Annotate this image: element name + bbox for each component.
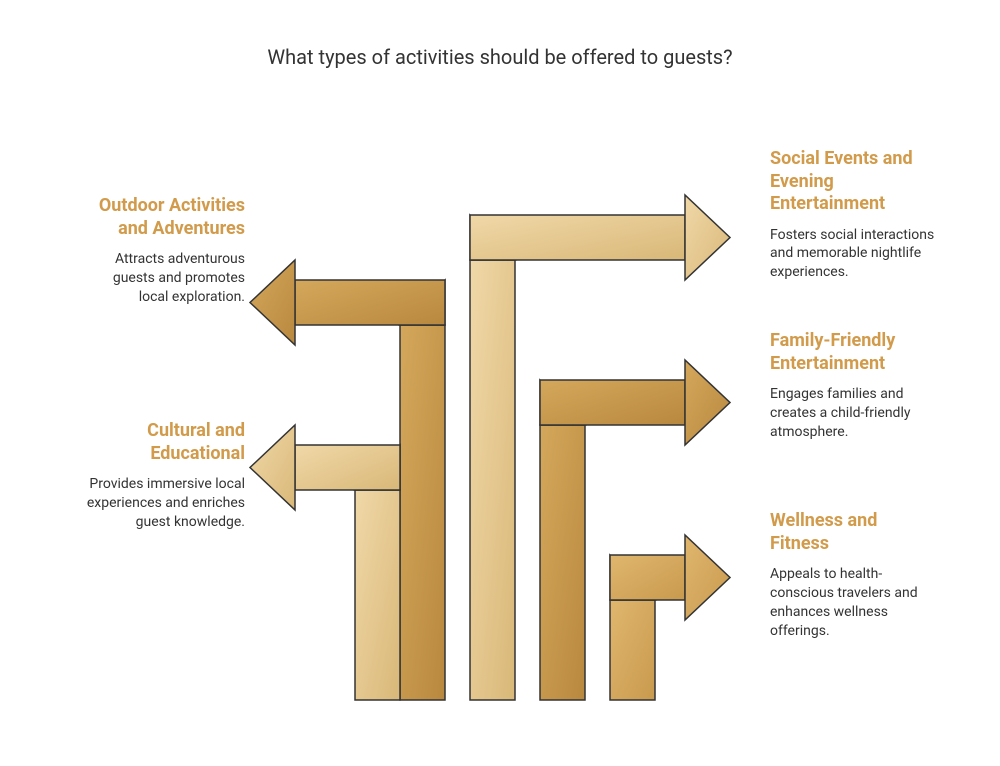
arrow-social — [470, 195, 730, 700]
block-outdoor: Outdoor Activities and Adventures Attrac… — [80, 195, 245, 307]
page-title: What types of activities should be offer… — [0, 45, 1000, 69]
arrow-wellness — [610, 535, 730, 700]
arrow-diagram — [230, 150, 750, 720]
heading-wellness: Wellness and Fitness — [770, 510, 935, 555]
desc-wellness: Appeals to health-conscious travelers an… — [770, 565, 935, 641]
block-social: Social Events and Evening Entertainment … — [770, 148, 935, 282]
desc-outdoor: Attracts adventurous guests and promotes… — [80, 250, 245, 307]
arrow-cultural — [250, 425, 400, 700]
block-family: Family-Friendly Entertainment Engages fa… — [770, 330, 935, 442]
desc-family: Engages families and creates a child-fri… — [770, 385, 935, 442]
desc-cultural: Provides immersive local experiences and… — [80, 475, 245, 532]
heading-outdoor: Outdoor Activities and Adventures — [80, 195, 245, 240]
heading-cultural: Cultural and Educational — [80, 420, 245, 465]
block-cultural: Cultural and Educational Provides immers… — [80, 420, 245, 532]
heading-family: Family-Friendly Entertainment — [770, 330, 935, 375]
heading-social: Social Events and Evening Entertainment — [770, 148, 935, 216]
desc-social: Fosters social interactions and memorabl… — [770, 226, 935, 283]
block-wellness: Wellness and Fitness Appeals to health-c… — [770, 510, 935, 641]
